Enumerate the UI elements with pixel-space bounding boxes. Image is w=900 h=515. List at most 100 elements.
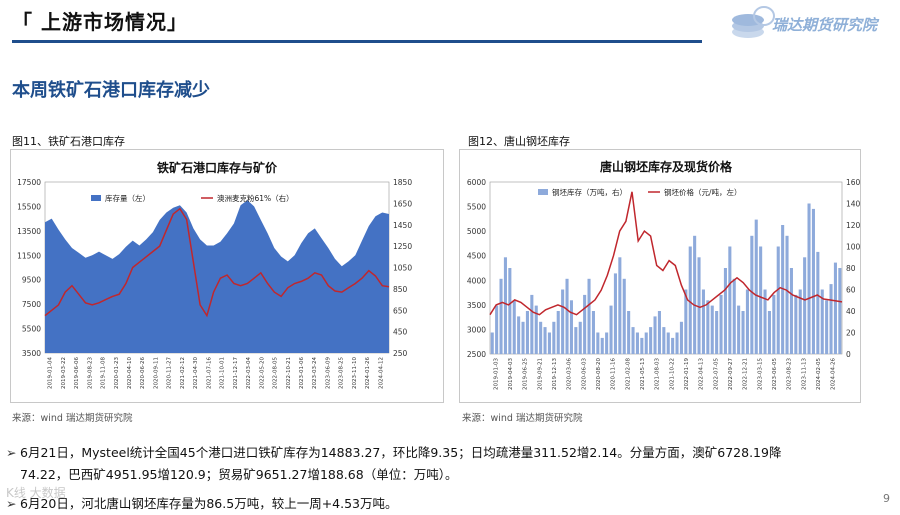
bar [521, 321, 525, 355]
bar [534, 305, 538, 354]
bar [552, 321, 556, 355]
bar [556, 311, 560, 354]
bar [530, 294, 534, 354]
y-left-tick-label: 3500 [22, 349, 41, 358]
bar [737, 305, 741, 354]
chart-iron-ore-panel: 铁矿石港口库存与矿价 17500 15500 13500 11500 9500 7500 55… [10, 149, 444, 403]
bar [503, 257, 507, 355]
bar [675, 332, 679, 354]
bar [569, 300, 573, 355]
x-tick-label: 2019-01-03 [493, 358, 499, 390]
bar [574, 327, 578, 354]
bar [578, 321, 582, 355]
x-tick-label: 2023-06-09 [325, 357, 331, 389]
bullet-item-1-cont: 74.22，巴西矿4951.95增120.9；贸易矿9651.27增188.68… [20, 465, 457, 485]
bar [825, 300, 829, 355]
bar [671, 337, 675, 354]
bar [644, 332, 648, 354]
figure-11-label: 图11、铁矿石港口库存 [12, 135, 125, 148]
chart-title: 铁矿石港口库存与矿价 [157, 160, 278, 175]
x-tick-label: 2019-11-08 [101, 357, 107, 389]
bar [816, 251, 820, 354]
y-right-tick-label: 1250 [393, 242, 412, 251]
bar [591, 311, 595, 354]
bar [561, 289, 565, 354]
x-tick-label: 2021-10-01 [220, 357, 226, 389]
x-tick-label: 2021-02-12 [180, 357, 186, 389]
y-right-tick-label: 140 [846, 200, 860, 209]
y-left-tick-label: 5500 [467, 203, 486, 212]
x-tick-label: 2023-01-06 [299, 357, 305, 389]
y-right-tick-label: 1850 [393, 178, 412, 187]
bar [565, 278, 569, 355]
bar [798, 289, 802, 354]
x-tick-label: 2023-11-13 [801, 358, 807, 390]
x-tick-label: 2019-01-04 [48, 357, 54, 389]
legend-label: 澳洲麦克粉61%（右） [217, 193, 294, 203]
y-right-tick-label: 20 [846, 329, 856, 338]
y-left-tick-label: 7500 [22, 300, 41, 309]
y-right-tick-label: 850 [393, 285, 408, 294]
x-tick-label: 2021-12-17 [233, 357, 239, 389]
bar [649, 327, 653, 354]
legend-label: 钢坯库存（万吨，右） [552, 187, 627, 197]
x-tick-label: 2023-03-15 [757, 358, 763, 390]
x-tick-label: 2024-04-12 [378, 357, 384, 389]
bar [750, 235, 754, 355]
bar [833, 262, 837, 354]
y-left-tick-label: 4000 [467, 276, 486, 285]
bar [618, 257, 622, 355]
bar [688, 246, 692, 354]
bullet-text-1: 6月21日，Mysteel统计全国45个港口进口铁矿库存为14883.27，环比… [20, 445, 782, 460]
y-left-tick-label: 13500 [17, 227, 41, 236]
y-left-tick-label: 5000 [467, 227, 486, 236]
bar [635, 332, 639, 354]
section-heading: 本周铁矿石港口库存减少 [12, 80, 210, 101]
bar [728, 246, 732, 354]
x-tick-label: 2020-06-03 [581, 358, 587, 390]
plot-area [489, 181, 843, 355]
y-right-tick-label: 80 [846, 264, 856, 273]
bar [811, 208, 815, 354]
x-tick-label: 2020-06-26 [140, 357, 146, 389]
bar [517, 316, 521, 354]
y-right-tick-label: 1650 [393, 199, 412, 208]
x-tick-label: 2023-08-25 [339, 357, 345, 389]
figure-12-source: 来源：wind 瑞达期货研究院 [462, 413, 583, 424]
bar [838, 268, 842, 354]
bullet-text-1-cont: 74.22，巴西矿4951.95增120.9；贸易矿9651.27增188.68… [20, 467, 458, 482]
bar [829, 284, 833, 354]
bar [732, 278, 736, 355]
x-tick-label: 2019-06-06 [74, 357, 80, 389]
x-tick-label: 2020-01-23 [114, 357, 120, 389]
bar [741, 311, 745, 354]
bar [600, 337, 604, 354]
x-tick-label: 2019-06-25 [523, 358, 529, 390]
chart-title: 唐山钢坯库存及现货价格 [600, 159, 733, 174]
y-left-tick-label: 2500 [467, 350, 486, 359]
x-tick-label: 2019-03-22 [61, 357, 67, 389]
bar [794, 294, 798, 354]
bullet-arrow-icon: ➢ [6, 445, 17, 460]
bar [706, 300, 710, 355]
x-tick-label: 2019-08-23 [87, 357, 93, 389]
bullet-item-2: ➢ 6月20日，河北唐山钢坯库存量为86.5万吨，较上一周+4.53万吨。 [6, 494, 398, 514]
x-tick-label: 2021-02-08 [625, 358, 631, 390]
bar [679, 321, 683, 355]
y-right-tick-label: 120 [846, 221, 860, 230]
bar [745, 289, 749, 354]
x-tick-label: 2022-05-20 [259, 357, 265, 389]
bar [719, 294, 723, 354]
series-area-inventory [45, 200, 389, 353]
y-right-tick-label: 100 [846, 243, 860, 252]
bar [490, 332, 494, 354]
logo-text: 瑞达期货研究院 [772, 16, 878, 34]
x-tick-label: 2024-01-26 [365, 357, 371, 389]
y-left-tick-label: 9500 [22, 276, 41, 285]
bar [759, 246, 763, 354]
bar [820, 289, 824, 354]
x-tick-label: 2024-04-26 [831, 358, 837, 390]
y-right-tick-label: 40 [846, 307, 856, 316]
x-tick-label: 2021-04-30 [193, 357, 199, 389]
legend-label: 钢坯价格（元/吨，左） [664, 187, 742, 197]
